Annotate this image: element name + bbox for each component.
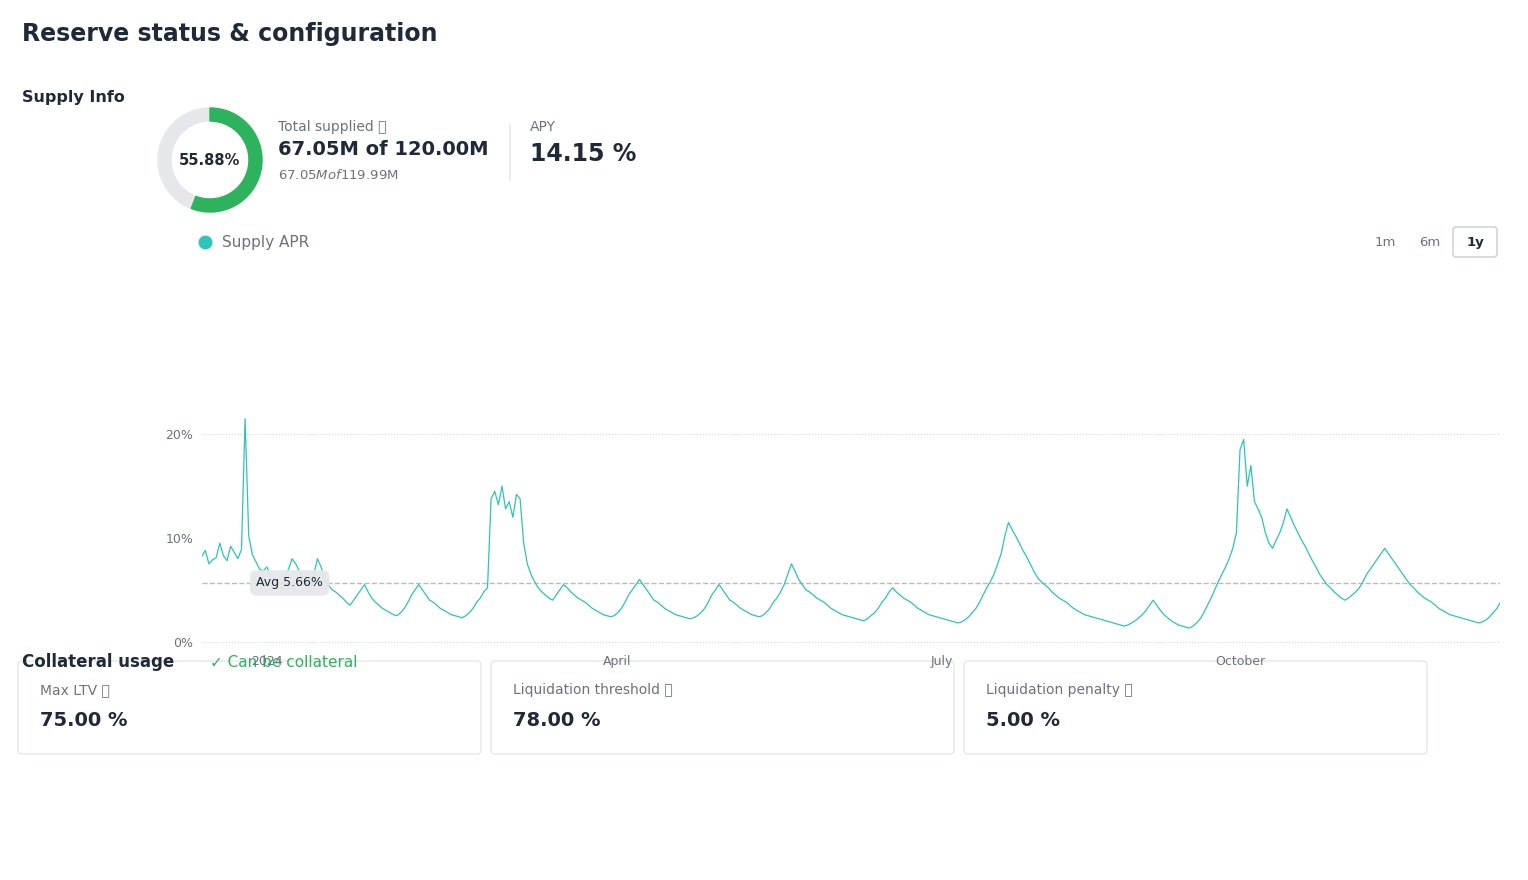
Wedge shape xyxy=(157,108,261,212)
Text: ✓ Can be collateral: ✓ Can be collateral xyxy=(209,655,358,670)
Text: Supply APR: Supply APR xyxy=(222,234,309,250)
Text: Reserve status & configuration: Reserve status & configuration xyxy=(21,22,437,46)
Text: Supply Info: Supply Info xyxy=(21,90,125,105)
FancyBboxPatch shape xyxy=(18,661,481,754)
Text: 5.00 %: 5.00 % xyxy=(986,711,1060,730)
Text: 1m: 1m xyxy=(1374,236,1395,248)
Text: 75.00 %: 75.00 % xyxy=(40,711,127,730)
Wedge shape xyxy=(191,108,261,212)
Text: Liquidation penalty ⓘ: Liquidation penalty ⓘ xyxy=(986,683,1132,697)
Text: 55.88%: 55.88% xyxy=(179,152,241,167)
Text: Liquidation threshold ⓘ: Liquidation threshold ⓘ xyxy=(513,683,672,697)
FancyBboxPatch shape xyxy=(490,661,953,754)
FancyBboxPatch shape xyxy=(1453,227,1497,257)
Text: $​67.05M of $119.99M: $​67.05M of $119.99M xyxy=(278,168,399,182)
Text: Collateral usage: Collateral usage xyxy=(21,653,174,671)
Text: Max LTV ⓘ: Max LTV ⓘ xyxy=(40,683,110,697)
Text: 14.15 %: 14.15 % xyxy=(530,142,636,166)
FancyBboxPatch shape xyxy=(964,661,1427,754)
Text: APY: APY xyxy=(530,120,556,134)
Text: Total supplied ⓘ: Total supplied ⓘ xyxy=(278,120,387,134)
Text: 67.05M of 120.00M: 67.05M of 120.00M xyxy=(278,140,489,159)
Text: 78.00 %: 78.00 % xyxy=(513,711,601,730)
Text: 1y: 1y xyxy=(1467,236,1484,248)
Text: Avg 5.66%: Avg 5.66% xyxy=(257,576,322,590)
Text: 6m: 6m xyxy=(1420,236,1441,248)
